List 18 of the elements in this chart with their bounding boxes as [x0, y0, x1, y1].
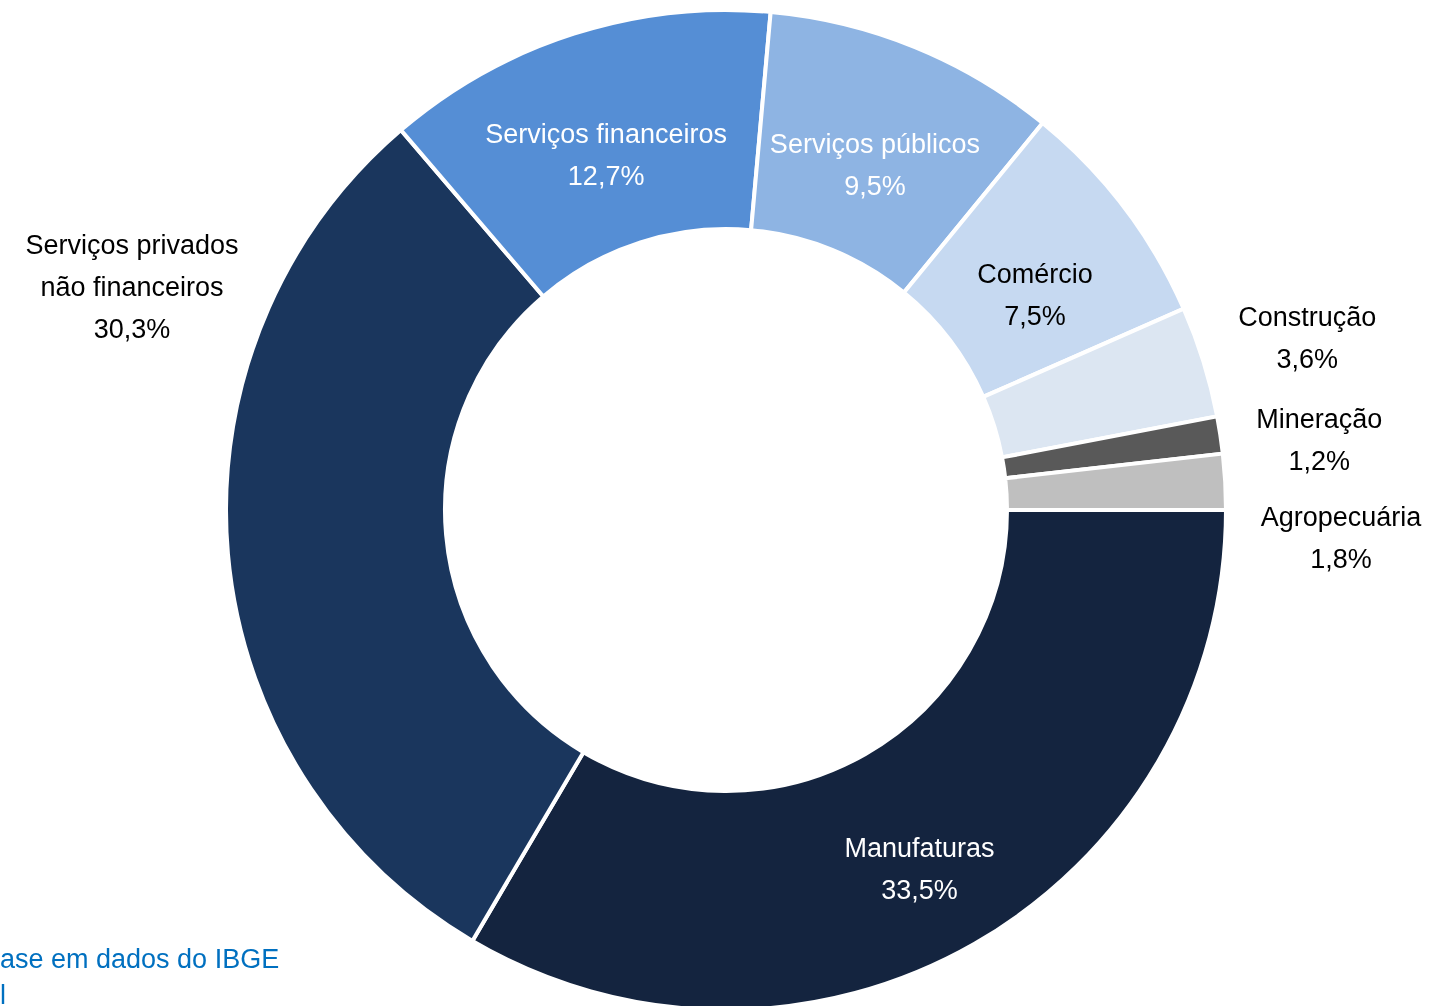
slice-label: Manufaturas [844, 832, 995, 863]
text: l [0, 980, 6, 1006]
data-label: 1,2% [1288, 445, 1350, 476]
slice-label: Serviços financeiros [485, 118, 727, 149]
data-label: 1,8% [1310, 544, 1372, 575]
data-label: 9,5% [844, 171, 906, 202]
slice-label: Agropecuária [1260, 502, 1423, 533]
data-label: 7,5% [1004, 301, 1066, 332]
data-label: 12,7% [567, 160, 645, 191]
slice-label: Comércio [977, 259, 1093, 290]
text: ase em dados do IBGE [0, 944, 280, 974]
slice-label: Construção [1238, 302, 1377, 333]
slice-label: Serviços públicos [769, 129, 980, 160]
data-label: 3,6% [1276, 344, 1338, 375]
data-label: 30,3% [93, 313, 171, 344]
slice-label: Mineração [1256, 403, 1383, 434]
slice-label: Serviços privados não financeiros [25, 229, 239, 302]
data-label: 33,5% [881, 874, 958, 905]
